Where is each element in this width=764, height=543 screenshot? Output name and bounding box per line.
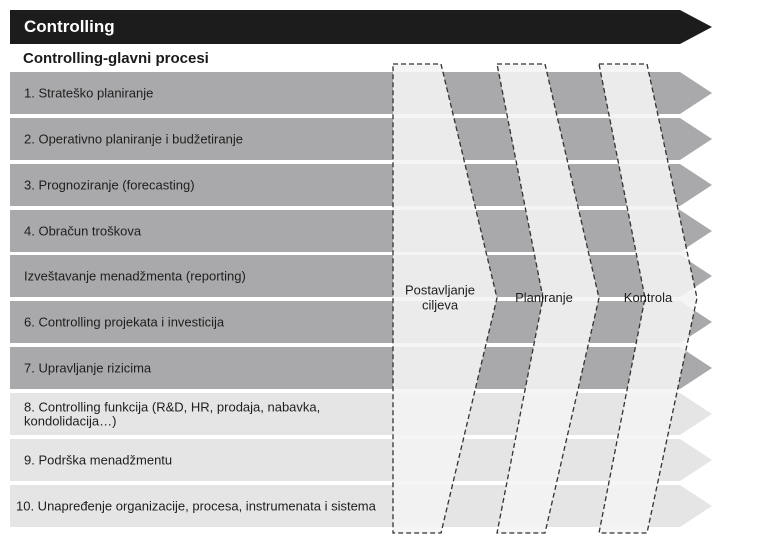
process-row-label: 9. Podrška menadžmentu: [24, 453, 172, 468]
phase-chevron-shape: [598, 63, 698, 534]
process-row: 2. Operativno planiranje i budžetiranje: [10, 118, 712, 160]
process-row-label: 10. Unapređenje organizacije, procesa, i…: [16, 499, 377, 514]
process-rows: 1. Strateško planiranje 2. Operativno pla…: [10, 72, 712, 527]
process-row-label: 7. Upravljanje rizicima: [24, 361, 152, 376]
phase-label: Kontrola: [624, 290, 673, 305]
process-row-label-line: 7. Upravljanje rizicima: [24, 361, 152, 376]
process-row-label: 3. Prognoziranje (forecasting): [24, 178, 195, 193]
phase-chevron: Planiranje: [496, 63, 600, 534]
phase-label-line: Postavljanje: [405, 283, 475, 298]
process-row-label: 1. Strateško planiranje: [24, 86, 153, 101]
process-row-label-line: Izveštavanje menadžmenta (reporting): [24, 269, 246, 284]
process-row: 9. Podrška menadžmentu: [10, 439, 712, 481]
process-row-label-line: 1. Strateško planiranje: [24, 86, 153, 101]
process-row-label-line: 10. Unapređenje organizacije, procesa, i…: [16, 499, 377, 514]
process-row-label-line: 8. Controlling funkcija (R&D, HR, prodaj…: [24, 400, 320, 415]
process-row: 3. Prognoziranje (forecasting): [10, 164, 712, 206]
process-row-label: Izveštavanje menadžmenta (reporting): [24, 269, 246, 284]
process-row-label-line: 2. Operativno planiranje i budžetiranje: [24, 132, 243, 147]
process-row-label-line: kondolidacija…): [24, 414, 117, 429]
phase-label-line: Planiranje: [515, 290, 573, 305]
process-row: Izveštavanje menadžmenta (reporting): [10, 255, 712, 297]
process-row: 6. Controlling projekata i investicija: [10, 301, 712, 343]
process-row-label-line: 6. Controlling projekata i investicija: [24, 315, 225, 330]
process-row-label: 8. Controlling funkcija (R&D, HR, prodaj…: [24, 400, 320, 429]
phase-chevron: Postavljanje ciljeva: [392, 63, 498, 534]
header-banner-group: Controlling: [10, 10, 712, 44]
process-row: 8. Controlling funkcija (R&D, HR, prodaj…: [10, 393, 712, 435]
process-row-label-line: 3. Prognoziranje (forecasting): [24, 178, 195, 193]
phase-label: Postavljanje ciljeva: [405, 283, 475, 313]
phase-chevron-shape: [496, 63, 600, 534]
process-row-label-line: 9. Podrška menadžmentu: [24, 453, 172, 468]
process-row-label: 4. Obračun troškova: [24, 224, 142, 239]
process-row: 4. Obračun troškova: [10, 210, 712, 252]
phase-label-line: ciljeva: [422, 298, 459, 313]
phase-label-line: Kontrola: [624, 290, 673, 305]
header-title: Controlling: [24, 17, 115, 36]
process-row: 7. Upravljanje rizicima: [10, 347, 712, 389]
subheader-title: Controlling-glavni procesi: [23, 50, 209, 67]
phase-chevron: Kontrola: [598, 63, 698, 534]
phase-chevron-shape: [392, 63, 498, 534]
process-row-label-line: 4. Obračun troškova: [24, 224, 142, 239]
header-banner: [10, 10, 712, 44]
process-row-label: 2. Operativno planiranje i budžetiranje: [24, 132, 243, 147]
phase-label: Planiranje: [515, 290, 573, 305]
process-row-label: 6. Controlling projekata i investicija: [24, 315, 225, 330]
phase-chevrons: Postavljanje ciljeva Planiranje Kontrola: [392, 63, 698, 534]
